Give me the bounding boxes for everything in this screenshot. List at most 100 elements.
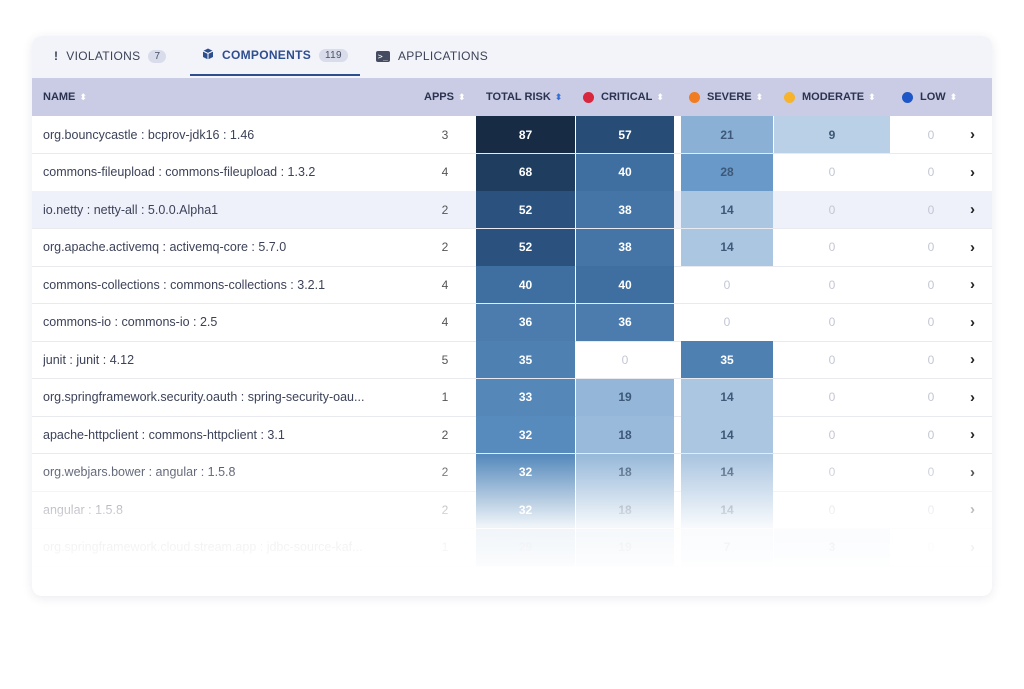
apps-count: 4	[441, 277, 449, 292]
critical-risk-cell: 40	[576, 153, 674, 191]
table-row[interactable]: org.bouncycastle : bcprov-jdk16 : 1.46 3 8…	[32, 116, 992, 154]
sort-icon: ⬍	[755, 91, 764, 102]
moderate-risk-cell: 0	[828, 390, 836, 404]
low-dot-icon	[902, 91, 913, 103]
tab-applications[interactable]: >_ APPLICATIONS	[376, 36, 488, 76]
apps-count: 2	[441, 427, 449, 442]
severe-risk-cell: 14	[681, 191, 773, 228]
sort-icon: ⬍	[79, 91, 87, 102]
sort-icon: ⬍	[949, 91, 958, 102]
chevron-right-icon[interactable]: ›	[970, 238, 975, 256]
table-row[interactable]: org.springframework.security.oauth : spr…	[32, 378, 992, 417]
low-risk-cell: 0	[927, 465, 935, 479]
component-name[interactable]: commons-fileupload : commons-fileupload …	[43, 165, 316, 179]
apps-count: 2	[441, 202, 449, 217]
low-risk-cell: 0	[927, 502, 935, 517]
column-header-critical[interactable]: CRITICAL ⬍	[583, 78, 664, 116]
table-row[interactable]: apache-httpclient : commons-httpclient :…	[32, 416, 992, 454]
moderate-risk-cell: 0	[828, 352, 836, 367]
component-name[interactable]: apache-httpclient : commons-httpclient :…	[43, 427, 285, 442]
moderate-risk-cell: 0	[828, 427, 836, 442]
component-name[interactable]: org.bouncycastle : bcprov-jdk16 : 1.46	[43, 127, 255, 142]
component-name[interactable]: commons-collections : commons-collection…	[43, 277, 326, 292]
table-row[interactable]: org.apache.activemq : activemq-core : 5.…	[32, 228, 992, 267]
critical-risk-cell: 18	[576, 491, 674, 528]
moderate-risk-cell: 3	[774, 528, 890, 566]
components-panel: ! VIOLATIONS 7 COMPONENTS 119 >_ APPLICA…	[32, 36, 992, 596]
column-header-apps[interactable]: APPS ⬍	[424, 78, 466, 116]
component-name[interactable]: org.springframework.security.oauth : spr…	[43, 390, 365, 404]
total-risk-cell: 52	[476, 191, 575, 228]
chevron-right-icon[interactable]: ›	[970, 276, 975, 293]
table-row[interactable]: io.netty : netty-all : 5.0.0.Alpha1 2 52 38…	[32, 191, 992, 229]
chevron-right-icon[interactable]: ›	[970, 388, 975, 406]
tab-violations-label: VIOLATIONS	[66, 49, 141, 63]
critical-risk-cell: 18	[576, 416, 674, 453]
column-header-moderate[interactable]: MODERATE ⬍	[784, 78, 876, 116]
severe-risk-cell: 14	[681, 416, 773, 453]
tab-components-label: COMPONENTS	[222, 48, 312, 62]
table-row[interactable]: commons-collections : commons-collection…	[32, 266, 992, 304]
apps-count: 1	[441, 390, 449, 404]
total-risk-cell: 33	[476, 378, 575, 416]
column-header-low-label: LOW	[920, 91, 946, 103]
chevron-right-icon[interactable]: ›	[970, 501, 975, 518]
table-row[interactable]: commons-fileupload : commons-fileupload …	[32, 153, 992, 192]
table-row[interactable]: org.springframework.cloud.stream.app : j…	[32, 528, 992, 567]
low-risk-cell: 0	[927, 427, 935, 442]
severe-risk-cell: 14	[681, 378, 773, 416]
low-risk-cell: 0	[927, 240, 935, 254]
chevron-right-icon[interactable]: ›	[970, 351, 975, 368]
total-risk-cell: 29	[476, 528, 575, 566]
column-header-severe[interactable]: SEVERE ⬍	[689, 78, 763, 116]
critical-risk-cell: 19	[576, 528, 674, 566]
moderate-risk-cell: 0	[828, 202, 836, 217]
low-risk-cell: 0	[927, 540, 935, 554]
moderate-risk-cell: 0	[828, 240, 836, 254]
low-risk-cell: 0	[927, 277, 935, 292]
component-name[interactable]: angular : 1.5.8	[43, 502, 123, 517]
moderate-risk-cell: 0	[828, 502, 836, 517]
moderate-risk-cell: 0	[828, 315, 836, 329]
component-name[interactable]: io.netty : netty-all : 5.0.0.Alpha1	[43, 202, 219, 217]
table-row[interactable]: org.webjars.bower : angular : 1.5.8 2 32 18…	[32, 453, 992, 492]
chevron-right-icon[interactable]: ›	[970, 538, 975, 556]
chevron-right-icon[interactable]: ›	[970, 426, 975, 443]
table-row[interactable]: angular : 1.5.8 2 32 18 14 0 0 ›	[32, 491, 992, 529]
component-name[interactable]: commons-io : commons-io : 2.5	[43, 315, 218, 329]
component-name[interactable]: org.springframework.cloud.stream.app : j…	[43, 540, 363, 554]
total-risk-cell: 32	[476, 491, 575, 528]
total-risk-cell: 36	[476, 303, 575, 341]
apps-count: 3	[441, 127, 449, 142]
apps-count: 1	[441, 540, 449, 554]
component-name[interactable]: junit : junit : 4.12	[43, 352, 135, 367]
sort-icon: ⬍	[457, 91, 466, 102]
chevron-right-icon[interactable]: ›	[970, 163, 975, 181]
chevron-right-icon[interactable]: ›	[970, 313, 975, 331]
exclamation-icon: !	[54, 49, 59, 63]
chevron-right-icon[interactable]: ›	[970, 463, 975, 481]
column-header-name[interactable]: NAME ⬍	[43, 78, 87, 116]
component-name[interactable]: org.webjars.bower : angular : 1.5.8	[43, 465, 236, 479]
apps-count: 5	[441, 352, 449, 367]
column-header-total-risk-label: TOTAL RISK	[486, 91, 551, 103]
total-risk-cell: 35	[476, 341, 575, 378]
column-header-total-risk[interactable]: TOTAL RISK ⬍	[486, 78, 562, 116]
severe-risk-cell: 14	[681, 228, 773, 266]
low-risk-cell: 0	[927, 352, 935, 367]
severe-risk-cell: 21	[681, 116, 773, 153]
tab-violations[interactable]: ! VIOLATIONS 7	[54, 36, 167, 76]
chevron-right-icon[interactable]: ›	[970, 126, 975, 143]
column-header-severe-label: SEVERE	[707, 91, 752, 103]
total-risk-cell: 52	[476, 228, 575, 266]
component-name[interactable]: org.apache.activemq : activemq-core : 5.…	[43, 240, 287, 254]
tab-components[interactable]: COMPONENTS 119	[190, 36, 360, 76]
sort-icon: ⬍	[868, 91, 876, 102]
table-row[interactable]: junit : junit : 4.12 5 35 0 35 0 0 ›	[32, 341, 992, 379]
chevron-right-icon[interactable]: ›	[970, 201, 975, 218]
column-header-low[interactable]: LOW ⬍	[902, 78, 957, 116]
table-row[interactable]: commons-io : commons-io : 2.5 4 36 36 0 0 0 ›	[32, 303, 992, 342]
severe-dot-icon	[689, 91, 700, 103]
critical-risk-cell: 40	[576, 266, 674, 303]
tab-applications-label: APPLICATIONS	[398, 49, 489, 63]
